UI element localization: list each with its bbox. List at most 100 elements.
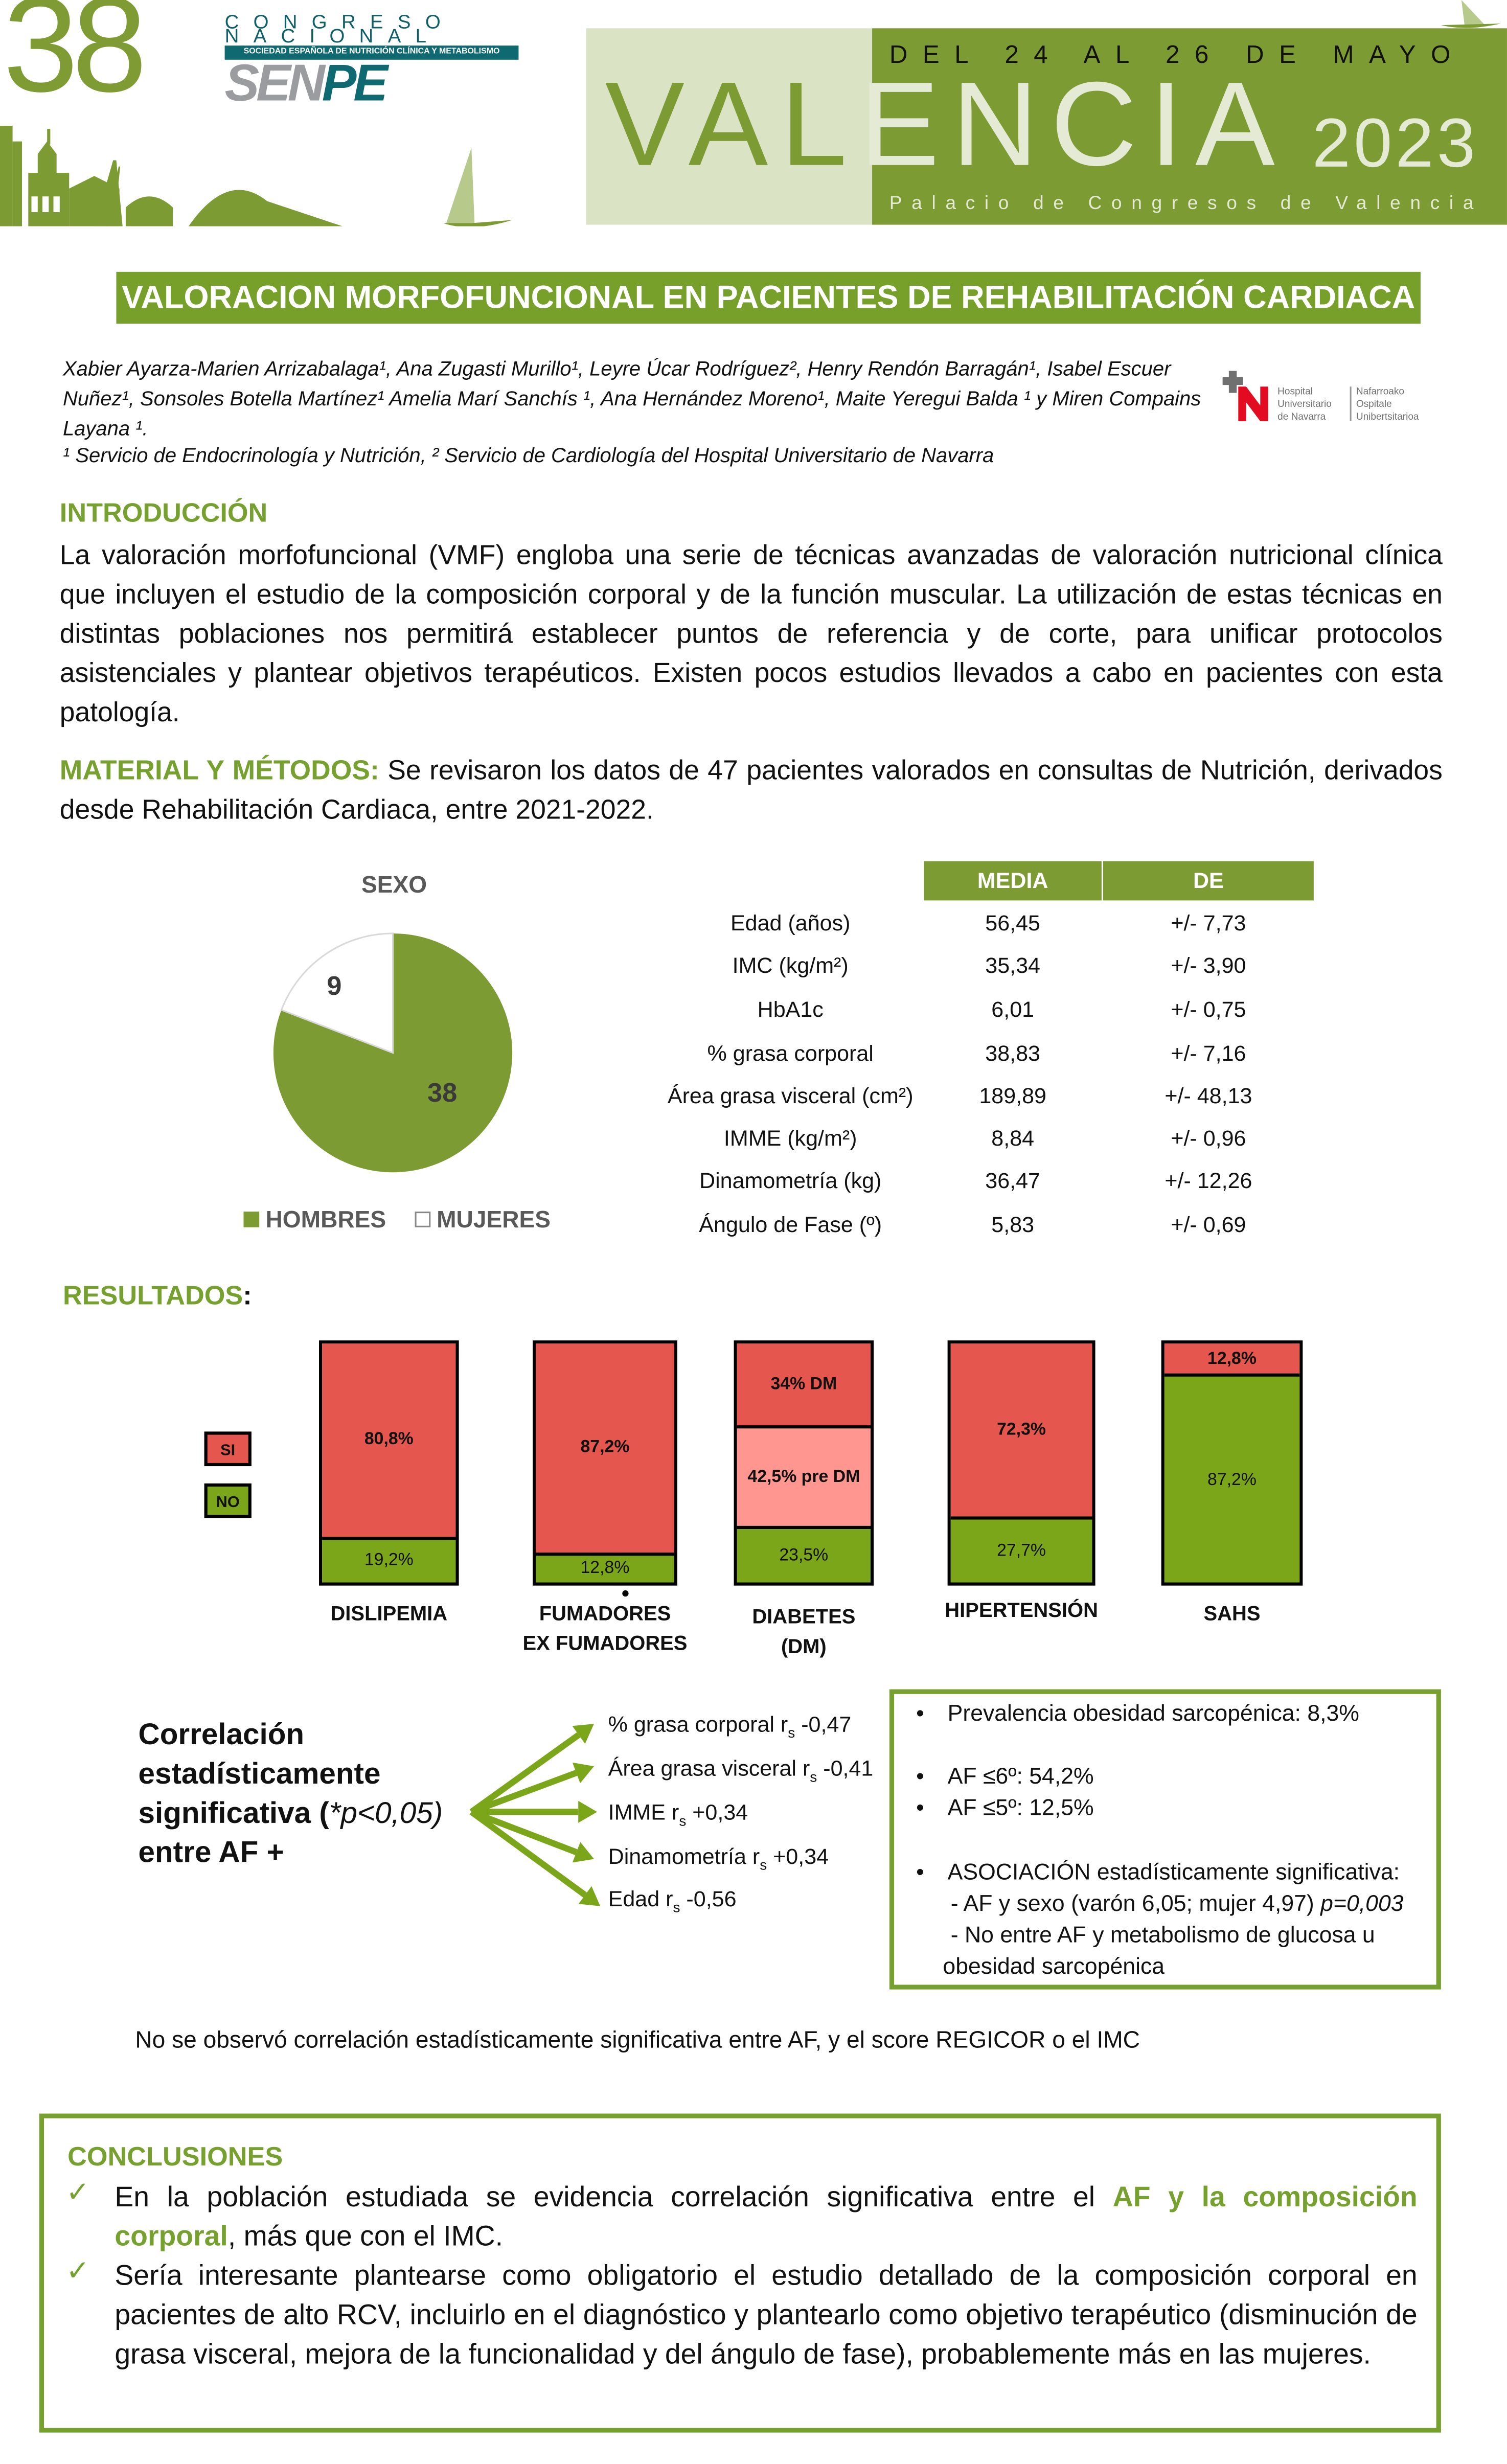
bar-diabetes: 34% DM 42,5% pre DM 23,5% xyxy=(734,1340,874,1586)
pie-label-men: 38 xyxy=(427,1078,458,1108)
finding-3-text: AF ≤5º: 12,5% xyxy=(947,1796,1094,1821)
bar-segment: 27,7% xyxy=(950,1516,1092,1583)
bar-category-label: DISLIPEMIA xyxy=(330,1601,448,1625)
finding-sub-1-text: - AF y sexo (varón 6,05; mujer 4,97) xyxy=(950,1892,1321,1918)
table-row: Edad (años) 56,45 +/- 7,73 xyxy=(629,907,1314,938)
pie-label-women: 9 xyxy=(327,971,342,1001)
row-label: Edad (años) xyxy=(730,909,851,936)
finding-3: • AF ≤5º: 12,5% xyxy=(916,1796,1094,1821)
correlation-variable: Área grasa visceral xyxy=(608,1755,796,1781)
affiliations: ¹ Servicio de Endocrinología y Nutrición… xyxy=(62,443,994,467)
methods-paragraph: MATERIAL Y MÉTODOS: Se revisaron los dat… xyxy=(60,751,1443,830)
correlation-item: Dinamometría rs +0,34 xyxy=(608,1843,829,1873)
finding-sub-1: - AF y sexo (varón 6,05; mujer 4,97) p=0… xyxy=(951,1889,1404,1920)
finding-sub-2: - No entre AF y metabolismo de glucosa u xyxy=(950,1923,1375,1949)
row-label: Ángulo de Fase (º) xyxy=(699,1212,882,1237)
row-de: +/- 12,26 xyxy=(1164,1167,1252,1193)
bar-segment: 12,8% xyxy=(536,1552,674,1583)
row-media: 36,47 xyxy=(985,1167,1041,1193)
hospital-name-3: de Navarra xyxy=(1277,412,1326,423)
legend-swatch-men xyxy=(243,1212,260,1227)
row-de: +/- 0,96 xyxy=(1171,1125,1246,1151)
bar-fumadores: 87,2% 12,8% xyxy=(533,1340,677,1586)
poster-title: VALORACION MORFOFUNCIONAL EN PACIENTES D… xyxy=(116,271,1421,324)
bar-category-label: HIPERTENSIÓN xyxy=(945,1598,1098,1622)
city-part1: VAL xyxy=(605,58,860,192)
results-colon: : xyxy=(243,1281,252,1311)
correlation-variable: % grasa corporal xyxy=(608,1711,774,1737)
finding-2: • AF ≤6º: 54,2% xyxy=(916,1765,1094,1790)
conclusion-1-post: , más que con el IMC. xyxy=(227,2220,504,2252)
nacional-label: NACIONAL xyxy=(224,25,441,48)
pie-title: SEXO xyxy=(361,872,427,899)
society-name: SOCIEDAD ESPAÑOLA DE NUTRICIÓN CLÍNICA Y… xyxy=(224,45,519,60)
finding-sub-2b: obesidad sarcopénica xyxy=(943,1955,1165,1980)
row-media: 56,45 xyxy=(985,909,1041,936)
correlation-value: +0,34 xyxy=(692,1799,748,1824)
findings-box: • Prevalencia obesidad sarcopénica: 8,3% … xyxy=(889,1689,1441,1990)
row-de: +/- 0,69 xyxy=(1171,1212,1246,1237)
r-symbol: r xyxy=(802,1755,810,1781)
finding-4: • ASOCIACIÓN estadísticamente significati… xyxy=(916,1860,1400,1886)
row-media: 6,01 xyxy=(991,996,1035,1022)
row-de: +/- 7,16 xyxy=(1171,1040,1246,1066)
hospital-eu-3: Unibertsitarioa xyxy=(1356,412,1419,423)
row-media: 5,83 xyxy=(991,1212,1035,1237)
arrow-head xyxy=(578,1886,601,1906)
correlation-item: % grasa corporal rs -0,47 xyxy=(608,1712,852,1741)
results-heading: RESULTADOS: xyxy=(63,1281,252,1312)
legend-swatch-women xyxy=(415,1212,430,1227)
row-label: % grasa corporal xyxy=(707,1040,874,1066)
table-row: % grasa corporal 38,83 +/- 7,16 xyxy=(629,1037,1314,1068)
finding-1-text: Prevalencia obesidad sarcopénica: 8,3% xyxy=(947,1702,1359,1727)
legend-men: HOMBRES xyxy=(265,1206,386,1234)
methods-heading: MATERIAL Y MÉTODOS: xyxy=(59,754,379,786)
bar-segment: 19,2% xyxy=(322,1536,456,1583)
corr-line-1: Correlación xyxy=(138,1719,305,1752)
table-row: IMME (kg/m²) 8,84 +/- 0,96 xyxy=(629,1122,1314,1153)
banner-dark-panel xyxy=(872,28,1507,225)
finding-1: • Prevalencia obesidad sarcopénica: 8,3% xyxy=(916,1702,1359,1727)
row-media: 189,89 xyxy=(979,1082,1046,1108)
hospital-eu-1: Nafarroako xyxy=(1356,386,1404,398)
correlation-heading: Correlación estadísticamente significati… xyxy=(139,1716,443,1873)
row-de: +/- 0,75 xyxy=(1171,996,1246,1022)
arrow-line xyxy=(469,1809,587,1898)
congreso-label: CONGRESO xyxy=(224,11,455,33)
no-correlation-note: No se observó correlación estadísticamen… xyxy=(135,2027,1140,2054)
hospital-name-1: Hospital xyxy=(1277,386,1313,398)
bar-segment: 12,8% xyxy=(1164,1343,1300,1375)
hospital-cross-n-icon xyxy=(1222,371,1268,421)
corr-line-3-text: significativa ( xyxy=(138,1797,329,1831)
r-subscript: s xyxy=(788,1725,795,1741)
header-de: DE xyxy=(1103,861,1314,901)
r-subscript: s xyxy=(679,1813,687,1829)
congress-dates: DEL 24 AL 26 DE MAYO xyxy=(889,42,1466,70)
table-row: Área grasa visceral (cm²) 189,89 +/- 48,13 xyxy=(629,1080,1314,1111)
intro-heading: INTRODUCCIÓN xyxy=(59,498,268,528)
r-symbol: r xyxy=(780,1711,788,1737)
conclusion-1-highlight: AF y la composición corporal xyxy=(115,2181,1418,2252)
row-media: 35,34 xyxy=(985,952,1041,978)
hospital-eu-2: Ospitale xyxy=(1356,399,1392,410)
sex-pie-chart xyxy=(273,932,513,1173)
methods-text: Se revisaron los datos de 47 pacientes v… xyxy=(59,754,1443,825)
header-media: MEDIA xyxy=(924,861,1102,901)
city-title: VALENCIA xyxy=(605,65,1287,186)
bar-segment: 23,5% xyxy=(737,1526,871,1583)
authors: Xabier Ayarza-Marien Arrizabalaga¹, Ana … xyxy=(62,356,1201,440)
bar-segment: 87,2% xyxy=(536,1343,674,1552)
correlation-value: -0,47 xyxy=(801,1711,852,1737)
correlation-value: -0,56 xyxy=(686,1885,737,1911)
bar-sahs: 12,8% 87,2% xyxy=(1161,1340,1303,1586)
correlation-variable: IMME xyxy=(608,1799,666,1824)
pie-legend: HOMBRES MUJERES xyxy=(243,1207,551,1234)
r-subscript: s xyxy=(673,1899,680,1915)
congress-number: 38 xyxy=(3,0,147,121)
legend-no: NO xyxy=(204,1483,252,1518)
corr-line-3: significativa (*p<0,05) xyxy=(139,1795,443,1834)
table-row: HbA1c 6,01 +/- 0,75 xyxy=(629,993,1314,1024)
bar-category-label: SAHS xyxy=(1203,1601,1261,1625)
correlation-variable: Dinamometría xyxy=(608,1843,746,1868)
r-symbol: r xyxy=(666,1885,673,1911)
